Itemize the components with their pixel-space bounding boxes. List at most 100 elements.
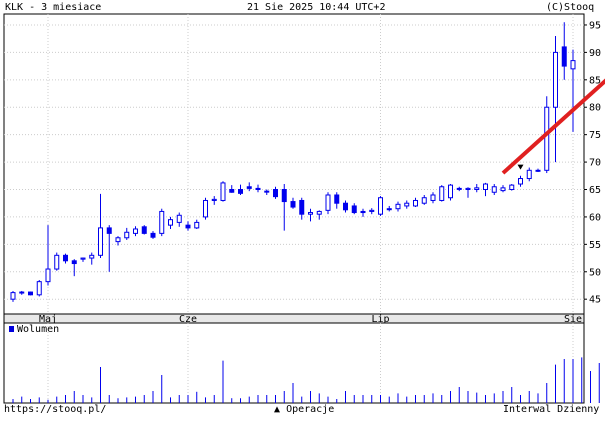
candle-body	[141, 226, 147, 234]
y-tick-label: 45	[589, 295, 601, 306]
y-tick-label: 70	[589, 158, 601, 169]
candle-body	[561, 46, 567, 67]
candle-body	[255, 187, 261, 191]
candle-body	[465, 187, 471, 191]
candle-body	[290, 201, 296, 208]
candle-body	[535, 169, 541, 172]
candle-body	[308, 212, 313, 215]
candle-body	[430, 194, 436, 201]
x-tick-label: Maj	[39, 314, 57, 325]
candle-body	[28, 291, 33, 296]
copyright-text: (C)Stooq	[546, 2, 595, 13]
candle-body	[150, 232, 156, 238]
arrow-shaft	[501, 78, 605, 175]
y-tick-label: 85	[589, 75, 601, 86]
y-tick-label: 95	[589, 20, 601, 31]
volume-legend-label: Wolumen	[17, 324, 60, 335]
y-tick-label: 55	[589, 240, 601, 251]
candle-body	[544, 106, 550, 171]
candle-body	[343, 202, 348, 211]
x-axis-labels: Maj Cze Lip Sie	[39, 314, 582, 325]
volume-legend: Wolumen	[9, 324, 59, 335]
y-tick-label: 80	[589, 103, 601, 114]
candles	[10, 22, 576, 302]
candle-body	[185, 224, 191, 229]
candle-body	[334, 194, 340, 204]
candle-body	[264, 190, 270, 193]
candle-body	[474, 187, 480, 191]
price-plot-frame	[3, 13, 585, 315]
candle-body	[220, 182, 226, 201]
candle-body	[246, 186, 252, 189]
candle-body	[19, 291, 25, 294]
candle-body	[526, 169, 532, 180]
interval-label: Interwal Dzienny	[503, 404, 600, 415]
y-tick-label: 90	[589, 48, 601, 59]
volume-plot-frame	[3, 322, 585, 404]
candle-body	[395, 203, 401, 210]
operations-label: Operacje	[286, 404, 335, 415]
candle-body	[89, 254, 95, 259]
candle-body	[500, 187, 506, 192]
x-tick-label: Cze	[179, 314, 197, 325]
candle-body	[351, 205, 357, 214]
candle-body	[194, 221, 200, 229]
candle-body	[299, 199, 305, 215]
candle-body	[54, 254, 60, 270]
candle-body	[518, 178, 523, 185]
operations-marker-icon: ▲	[274, 404, 281, 415]
candle-body	[36, 281, 42, 296]
candle-body	[325, 194, 331, 211]
candle-body	[281, 189, 287, 203]
volume-bars	[12, 357, 600, 403]
candle-body	[98, 227, 103, 256]
candle-body	[413, 199, 418, 207]
chart-datetime: 21 Sie 2025 10:44 UTC+2	[247, 2, 386, 13]
candle-body	[378, 197, 383, 215]
candle-body	[369, 209, 375, 212]
footer-url-link[interactable]: https://stooq.pl/	[4, 404, 107, 415]
chart-title: KLK - 3 miesiace	[5, 2, 102, 13]
candle-body	[229, 189, 235, 193]
candle-body	[491, 186, 497, 193]
candle-body	[273, 189, 278, 198]
candle-body	[386, 208, 392, 211]
candle-body	[45, 268, 51, 283]
candle-body	[553, 51, 558, 108]
candle-body	[203, 199, 208, 218]
y-axis-labels: 45 50 55 60 65 70 75 80 85 90 95	[584, 20, 601, 306]
candle-body	[106, 227, 112, 234]
y-tick-label: 75	[589, 130, 601, 141]
y-tick-label: 50	[589, 267, 601, 278]
annotation-arrow	[501, 78, 605, 175]
candle-body	[71, 260, 77, 265]
operations-legend: ▲ Operacje	[274, 404, 334, 415]
candle-body	[421, 197, 427, 204]
candle-body	[570, 60, 576, 70]
trade-markers	[517, 164, 524, 170]
y-tick-label: 60	[589, 212, 601, 223]
candle-body	[509, 184, 515, 191]
candle-body	[238, 189, 243, 194]
y-tick-label: 65	[589, 185, 601, 196]
x-tick-label: Lip	[371, 314, 389, 325]
x-axis-band	[3, 313, 585, 324]
candle-body	[168, 219, 173, 226]
candle-body	[63, 254, 68, 262]
candle-body	[133, 228, 138, 234]
candle-body	[448, 184, 453, 199]
candle-body	[115, 237, 121, 243]
candle-body	[176, 214, 182, 223]
volume-legend-swatch	[9, 326, 14, 332]
candle-body	[211, 198, 217, 201]
candle-body	[360, 210, 366, 214]
candle-body	[80, 257, 86, 260]
candle-body	[483, 183, 488, 191]
candle-body	[159, 210, 165, 234]
sell-marker-icon	[517, 164, 524, 170]
candle-body	[124, 231, 130, 239]
candle-body	[316, 210, 322, 215]
candle-body	[404, 202, 410, 207]
candle-body	[10, 292, 16, 300]
